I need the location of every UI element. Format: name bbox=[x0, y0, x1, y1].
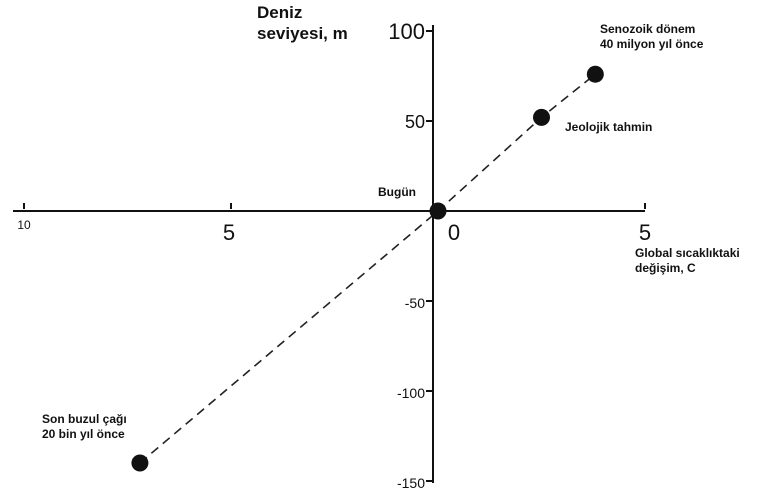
data-point bbox=[533, 108, 550, 126]
y-axis-title-line: seviyesi, m bbox=[257, 24, 348, 43]
x-tick-label: 5 bbox=[223, 220, 235, 245]
trend-line bbox=[139, 73, 596, 464]
point-label-line: 40 milyon yıl önce bbox=[600, 37, 704, 51]
x-tick-label: 10 bbox=[17, 218, 31, 232]
data-point bbox=[586, 65, 604, 83]
y-axis-title: Deniz seviyesi, m bbox=[257, 3, 348, 43]
point-label-line: Senozoik dönem bbox=[600, 22, 695, 36]
point-label: Son buzul çağı 20 bin yıl önce bbox=[42, 412, 127, 441]
point-label-line: Son buzul çağı bbox=[42, 412, 127, 426]
x-axis-title-line: değişim, C bbox=[635, 261, 696, 275]
x-axis-title: Global sıcaklıktaki değişim, C bbox=[635, 246, 740, 275]
point-label-line: Bugün bbox=[378, 185, 416, 199]
point-label: Senozoik dönem 40 milyon yıl önce bbox=[600, 22, 704, 51]
x-tick-label: 5 bbox=[639, 220, 651, 245]
y-tick-label: -100 bbox=[397, 385, 425, 401]
y-tick-label: 100 bbox=[388, 19, 425, 44]
x-axis-title-line: Global sıcaklıktaki bbox=[635, 246, 740, 260]
y-axis-title-line: Deniz bbox=[257, 3, 302, 22]
point-label: Bugün bbox=[378, 185, 416, 199]
y-tick-label: 50 bbox=[405, 112, 425, 132]
data-point bbox=[429, 202, 447, 220]
data-point bbox=[131, 454, 149, 472]
data-series bbox=[131, 65, 604, 472]
x-tick-label: 0 bbox=[448, 220, 460, 245]
labels: Deniz seviyesi, m Global sıcaklıktaki değiş… bbox=[42, 3, 740, 441]
y-tick-label: -50 bbox=[405, 295, 425, 311]
y-tick-label: -150 bbox=[397, 475, 425, 491]
point-label-line: Jeolojik tahmin bbox=[565, 120, 652, 134]
point-label-line: 20 bin yıl önce bbox=[42, 427, 125, 441]
point-label: Jeolojik tahmin bbox=[565, 120, 652, 134]
